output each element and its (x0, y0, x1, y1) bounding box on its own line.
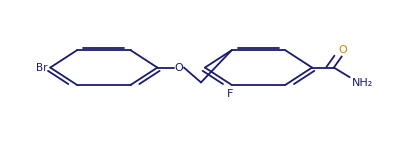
Text: O: O (175, 63, 183, 73)
Text: NH₂: NH₂ (352, 78, 373, 88)
Text: F: F (226, 89, 233, 99)
Text: Br: Br (35, 63, 47, 73)
Text: O: O (338, 45, 347, 55)
